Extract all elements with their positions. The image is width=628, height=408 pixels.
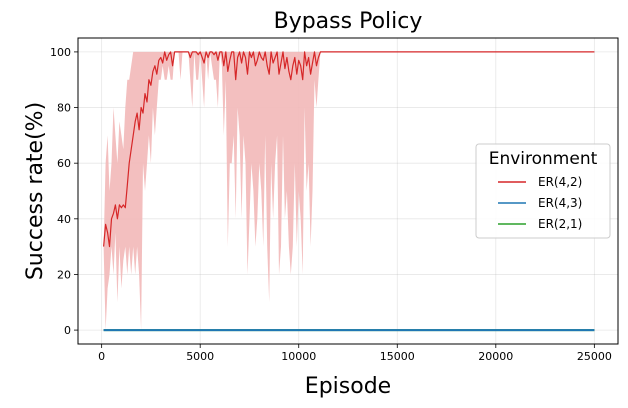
x-tick-label: 15000 <box>380 350 415 363</box>
x-tick-label: 5000 <box>186 350 214 363</box>
plot-area <box>103 51 595 332</box>
series-line <box>103 51 595 248</box>
chart-title: Bypass Policy <box>274 9 423 34</box>
y-tick-label: 40 <box>57 213 71 226</box>
y-axis-label: Success rate(%) <box>23 102 48 280</box>
x-tick-label: 25000 <box>577 350 612 363</box>
legend-title: Environment <box>489 149 598 169</box>
x-tick-label: 0 <box>98 350 105 363</box>
y-tick-label: 80 <box>57 102 71 115</box>
y-tick-label: 0 <box>64 324 71 337</box>
plot-frame <box>77 37 619 345</box>
x-tick-label: 10000 <box>281 350 316 363</box>
x-tick-label: 20000 <box>478 350 513 363</box>
confidence-band <box>103 51 595 331</box>
y-tick-label: 60 <box>57 157 71 170</box>
ticks: 0 5000 10000 15000 20000 25000 0 20 40 60 80 100 <box>50 46 612 363</box>
legend-entry: ER(4,2) <box>538 175 582 189</box>
y-tick-label: 100 <box>50 46 71 59</box>
legend-entry: ER(2,1) <box>538 217 582 231</box>
legend-box <box>475 143 611 239</box>
legend-entry: ER(4,3) <box>538 196 582 210</box>
y-tick-label: 20 <box>57 268 71 281</box>
legend: Environment ER(4,2) ER(4,3) ER(2,1) <box>475 143 611 239</box>
x-axis-label: Episode <box>305 374 391 399</box>
